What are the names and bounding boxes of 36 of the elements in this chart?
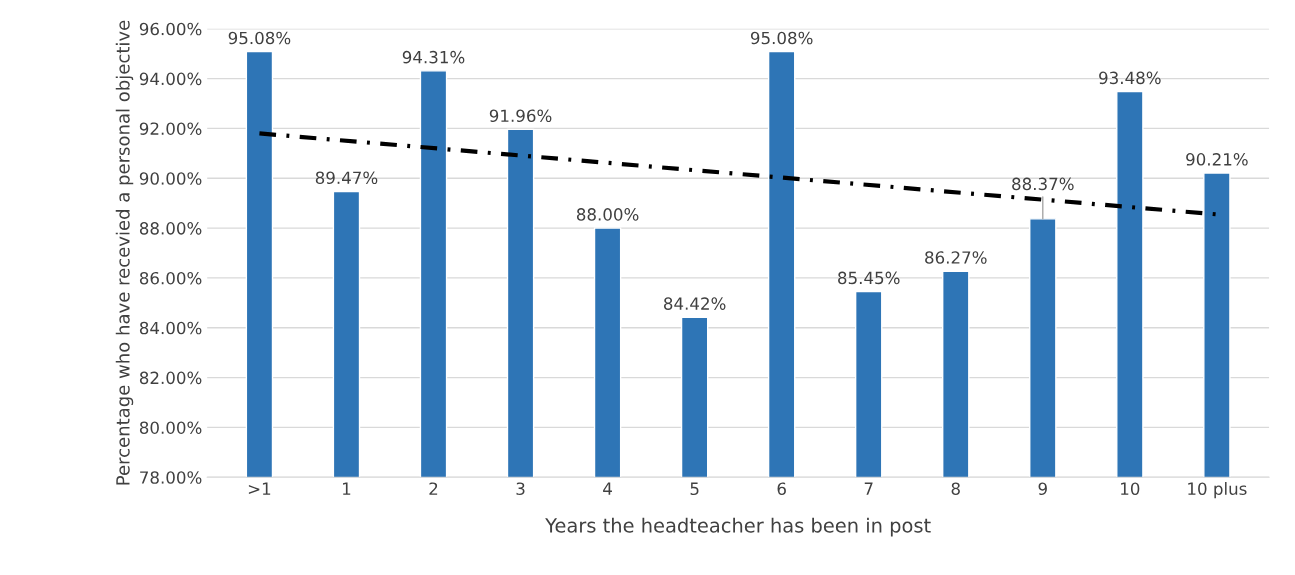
y-tick-label: 88.00% (139, 222, 202, 235)
x-tick-label: 10 (1121, 482, 1140, 496)
y-tick-label: 86.00% (139, 271, 202, 285)
y-axis-title: Percentage who have recevied a personal objective (115, 20, 134, 485)
data-label: 95.08% (228, 31, 291, 45)
data-label: 86.27% (925, 251, 987, 264)
data-label: 94.31% (402, 50, 465, 64)
data-label: 90.21% (1186, 153, 1248, 166)
data-label: 89.47% (315, 171, 378, 185)
y-tick-label: 96.00% (139, 22, 202, 36)
y-tick-label: 84.00% (139, 321, 202, 335)
y-tick-label: 80.00% (139, 421, 202, 434)
x-tick-label: 2 (429, 482, 438, 495)
data-label: 85.45% (838, 271, 900, 285)
y-tick-label: 92.00% (139, 122, 202, 135)
data-label: 88.00% (576, 208, 639, 221)
y-tick-label: 78.00% (140, 471, 202, 484)
data-label: 91.96% (489, 109, 552, 123)
x-tick-label: 7 (864, 482, 873, 495)
x-tick-label: 6 (777, 482, 786, 496)
y-tick-label: 82.00% (139, 371, 202, 385)
y-tick-label: 90.00% (139, 172, 202, 185)
x-tick-label: 4 (603, 482, 612, 495)
x-axis-title: Years the headteacher has been in post (545, 517, 931, 537)
x-tick-label: 10 plus (1188, 482, 1247, 499)
x-tick-label: 5 (690, 482, 699, 496)
data-label: 88.37% (1012, 177, 1074, 191)
x-tick-label: 9 (1038, 482, 1047, 496)
x-tick-label: 8 (951, 482, 960, 496)
data-label: 93.48% (1099, 71, 1161, 85)
x-tick-label: >1 (248, 482, 271, 495)
data-label: 95.08% (750, 31, 813, 45)
x-tick-label: 3 (516, 482, 525, 496)
data-label: 84.42% (663, 297, 726, 310)
y-tick-label: 94.00% (139, 72, 202, 86)
x-tick-label: 1 (342, 482, 351, 495)
